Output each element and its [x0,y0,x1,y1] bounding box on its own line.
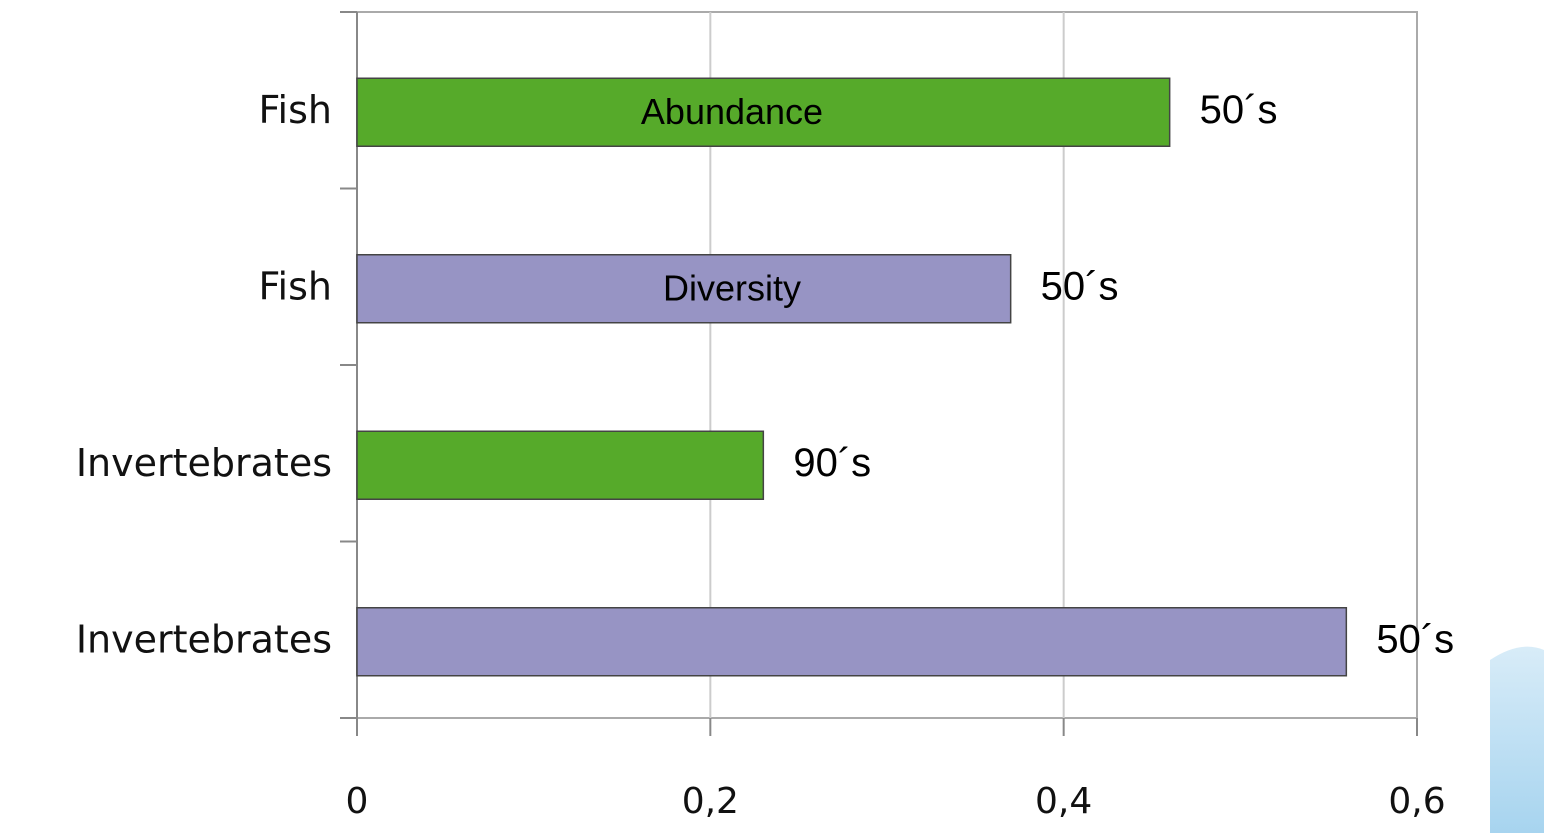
x-tick-label: 0,4 [1035,781,1092,822]
bar [356,254,1012,324]
x-tick-label: 0,2 [682,781,739,822]
decoration [1490,646,1544,833]
series-label: Abundance [641,91,823,132]
x-tick-label: 0 [346,781,369,822]
y-tick-label: Fish [258,88,332,132]
y-tick-label: Fish [258,264,332,308]
y-tick-label: Invertebrates [76,617,332,661]
bar-label: 90´s [793,441,871,485]
y-tick-label: Invertebrates [76,441,332,485]
x-tick-label: 0,6 [1388,781,1445,822]
bar [356,430,765,500]
bar-label: 50´s [1200,88,1278,132]
bar [356,77,1171,147]
bar-label: 50´s [1376,617,1454,661]
bar-label: 50´s [1041,264,1119,308]
series-label: Diversity [663,267,801,308]
bar [356,607,1348,677]
